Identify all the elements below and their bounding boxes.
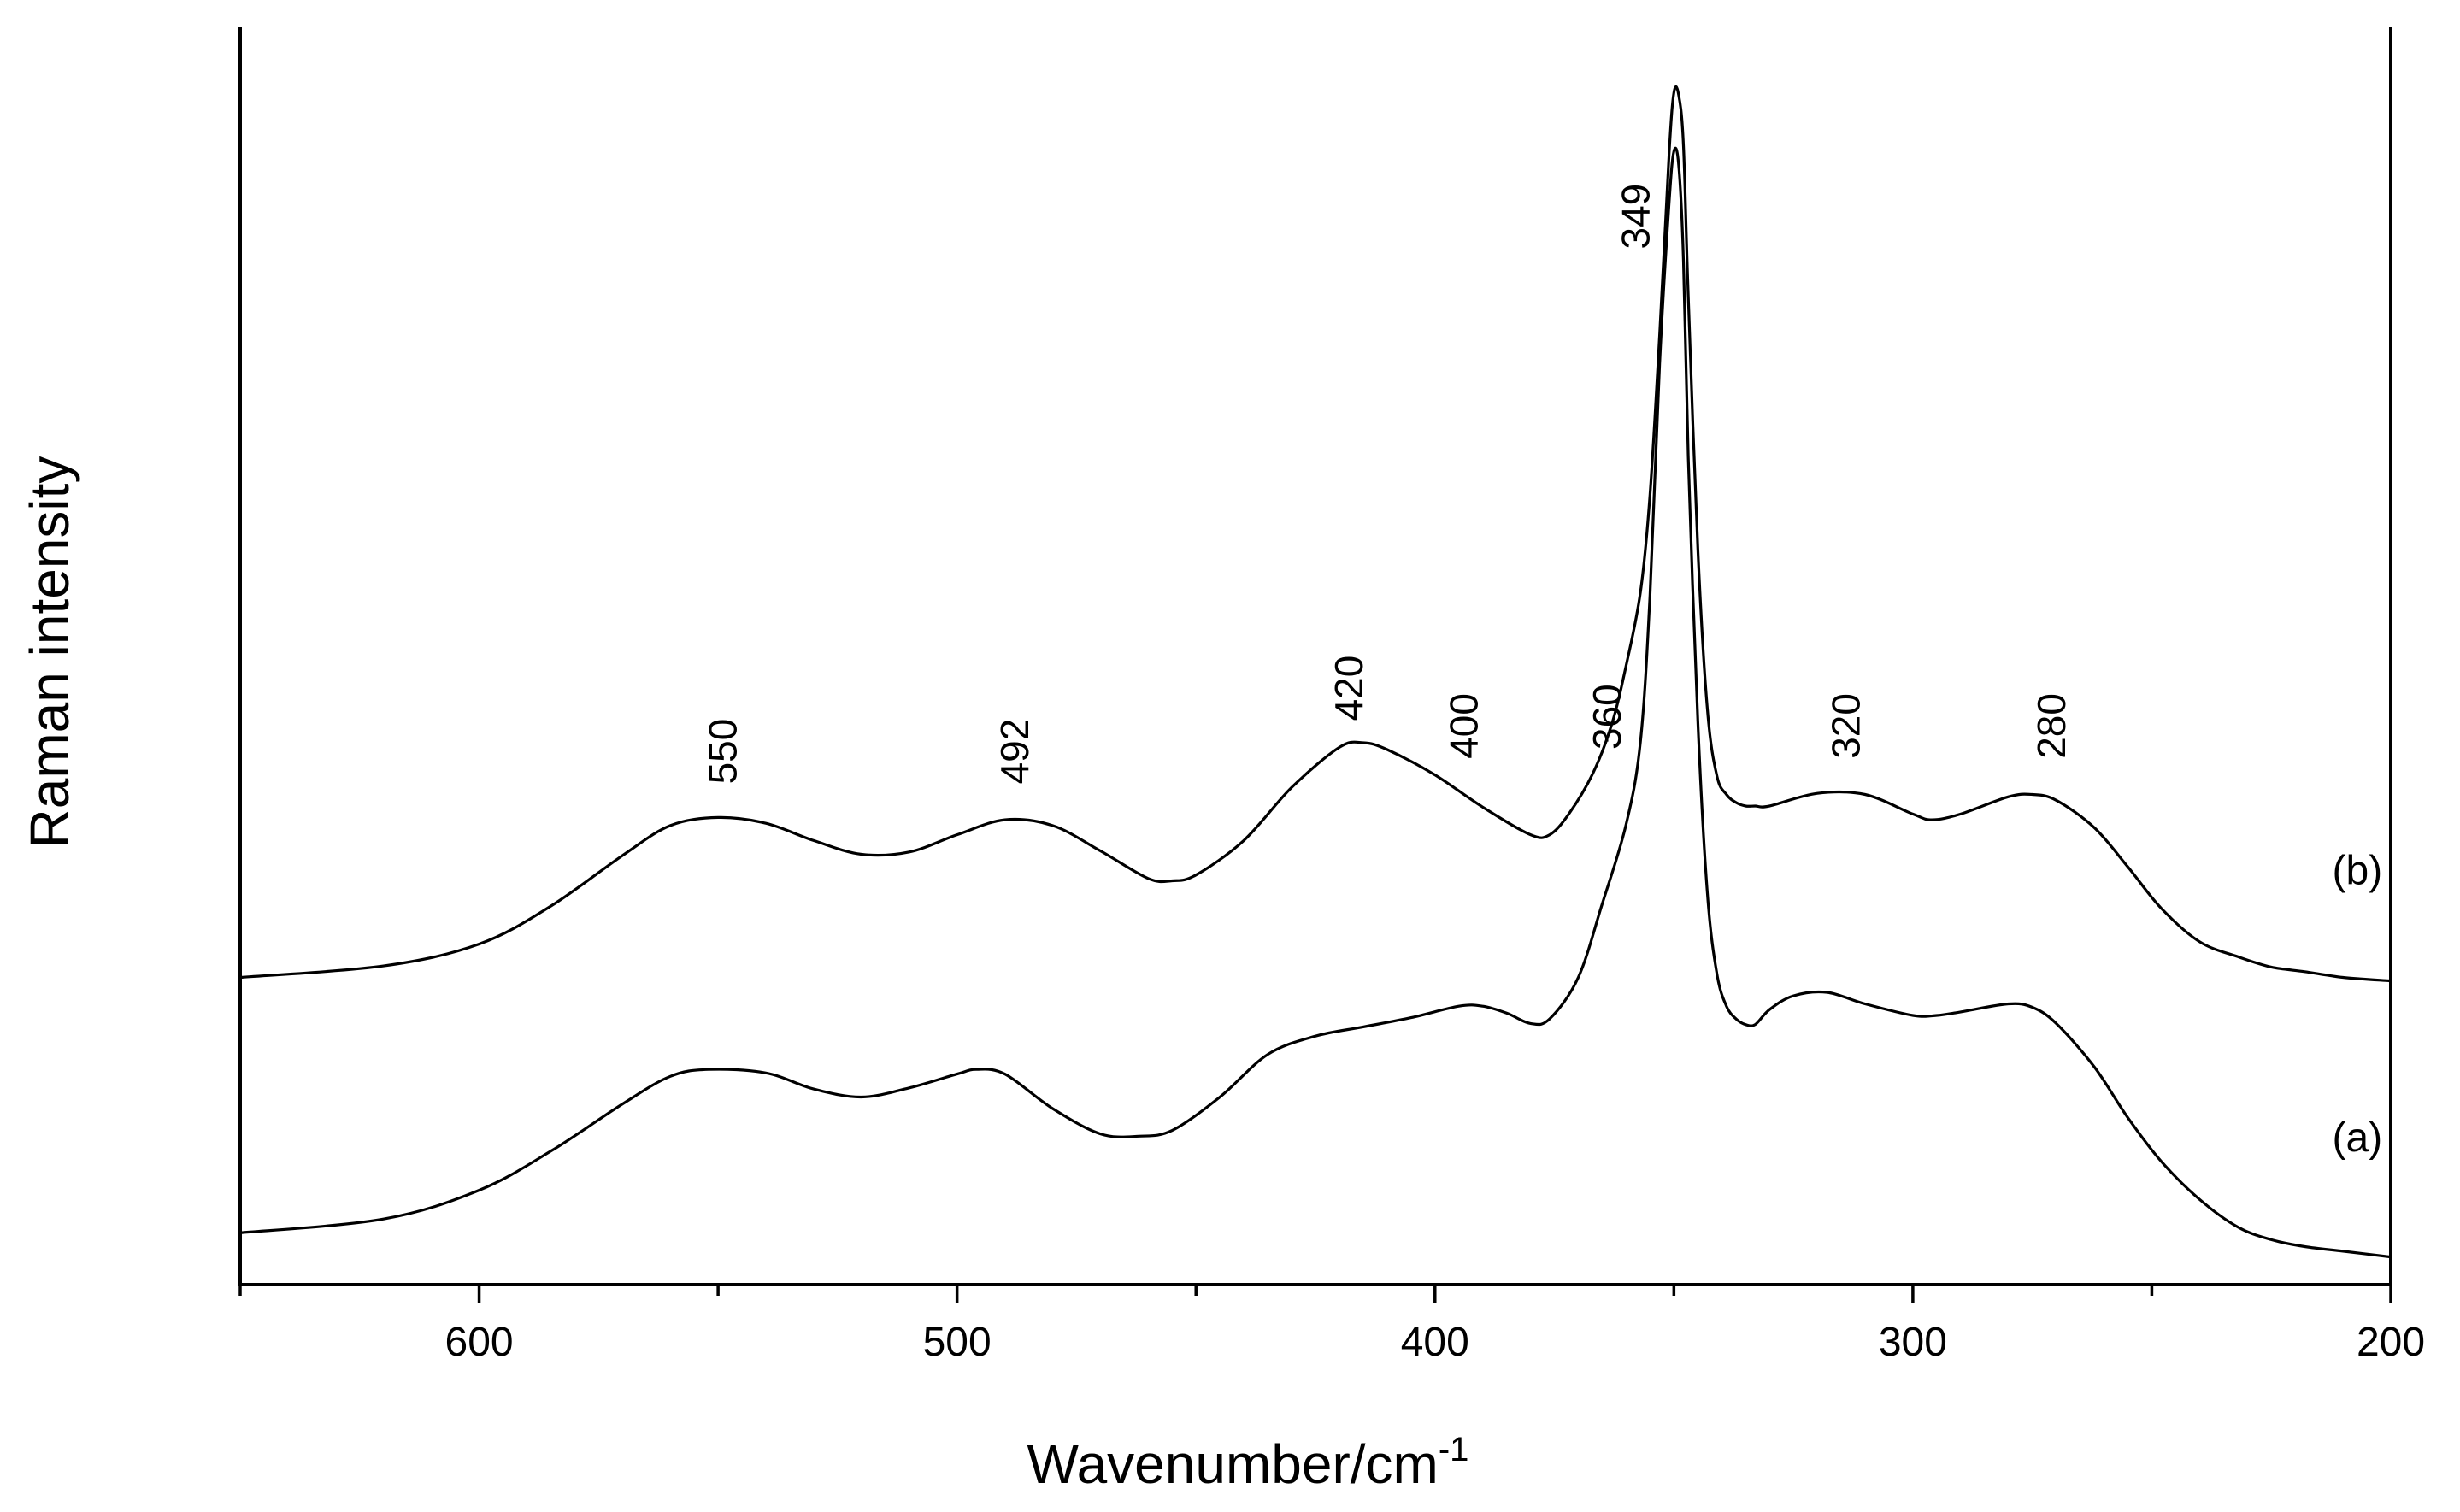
x-tick-label: 400 — [1401, 1320, 1469, 1365]
x-axis-title: Wavenumber/cm-1 — [1027, 1431, 1469, 1495]
plot-frame — [238, 27, 2392, 1286]
peak-label-492: 492 — [992, 719, 1037, 785]
peak-label-280: 280 — [2029, 693, 2074, 759]
peak-label-420: 420 — [1327, 656, 1371, 721]
annotations-group: (a) (b) 550 492 420 400 360 349 320 280 — [701, 184, 2382, 1161]
x-axis-title-superscript: -1 — [1439, 1431, 1469, 1468]
x-tick-label: 200 — [2357, 1320, 2425, 1365]
series-b-label: (b) — [2333, 849, 2383, 894]
peak-label-349: 349 — [1614, 184, 1658, 250]
x-tick-label: 600 — [445, 1320, 514, 1365]
series-b-line — [238, 85, 2392, 983]
y-axis-title: Raman intensity — [19, 456, 80, 849]
curves-group — [238, 85, 2392, 1259]
peak-label-550: 550 — [701, 719, 745, 785]
x-axis-title-text: Wavenumber/cm — [1027, 1433, 1439, 1495]
peak-label-400: 400 — [1441, 693, 1486, 759]
x-tick-label: 300 — [1879, 1320, 1947, 1365]
x-tick-label: 500 — [923, 1320, 992, 1365]
series-a-line — [238, 146, 2392, 1259]
peak-label-360: 360 — [1585, 684, 1629, 750]
series-a-label: (a) — [2333, 1115, 2383, 1161]
axes-group: 600 500 400 300 200 — [238, 27, 2425, 1365]
peak-label-320: 320 — [1824, 693, 1869, 759]
